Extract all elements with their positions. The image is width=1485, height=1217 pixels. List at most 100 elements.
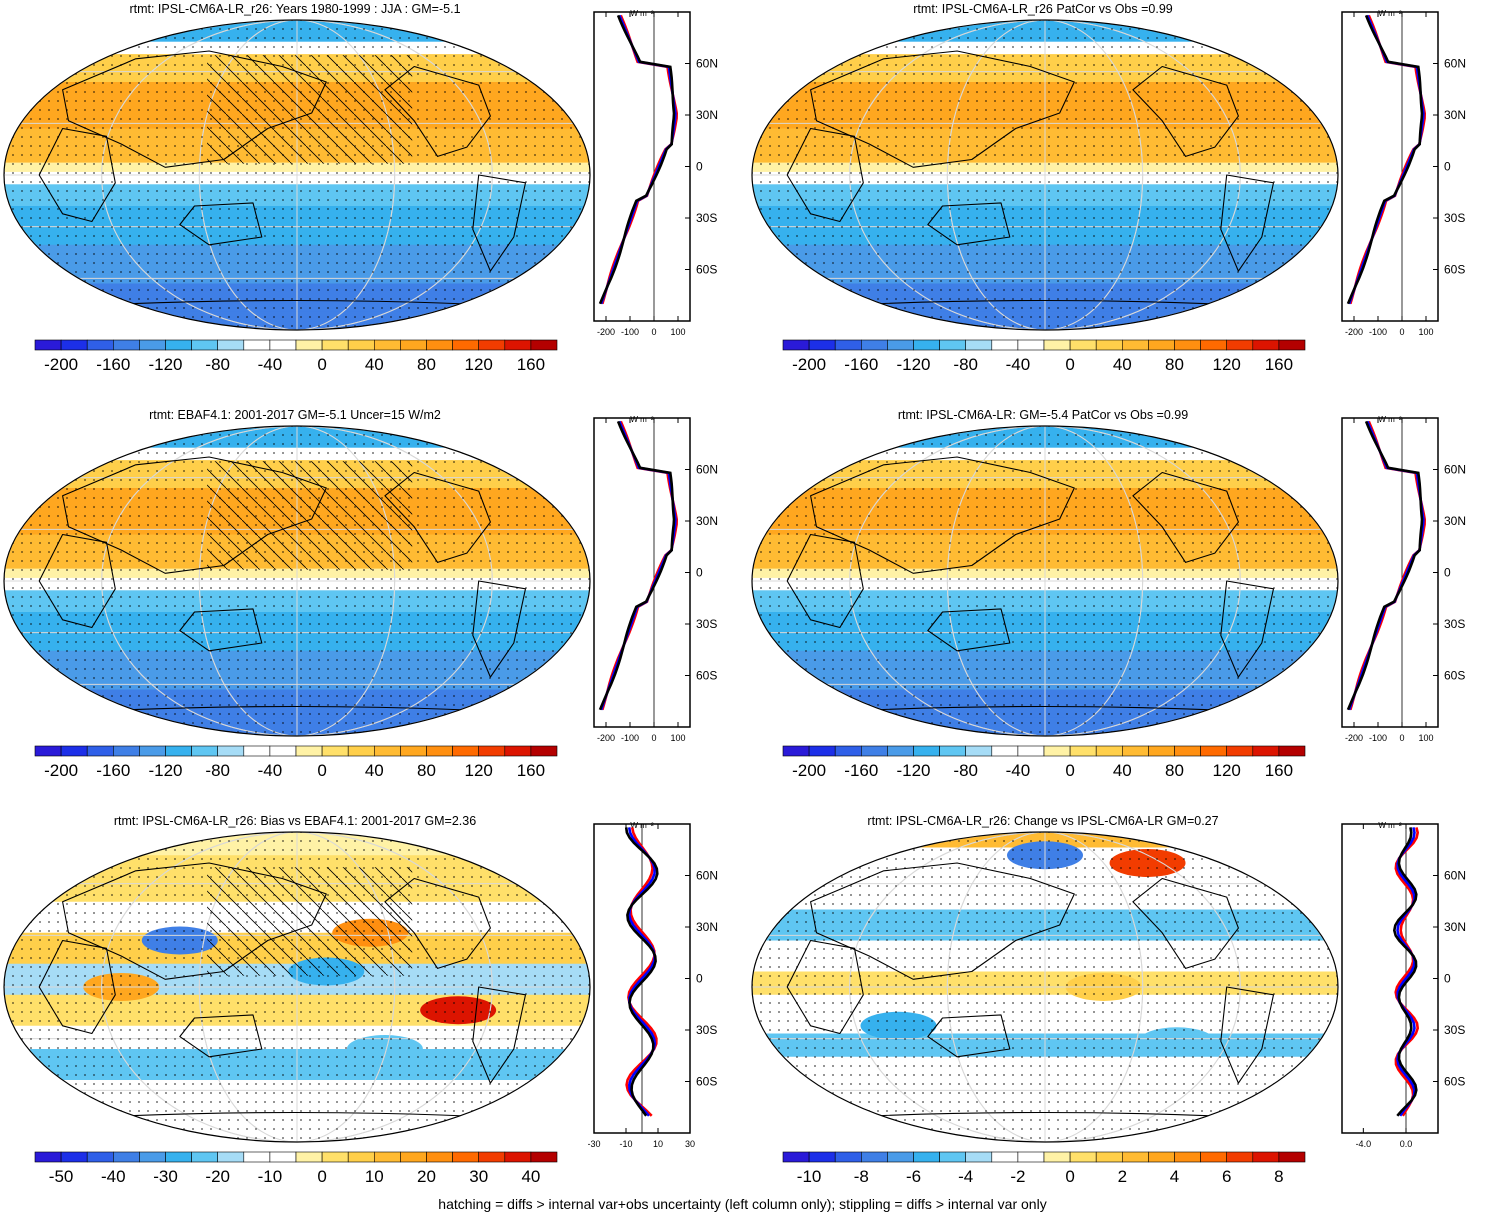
profile-line xyxy=(1346,420,1424,711)
colorbar-swatch xyxy=(139,339,166,351)
profile-unit: W m⁻² xyxy=(1378,821,1402,830)
hatching xyxy=(207,461,413,570)
lat-label: 30N xyxy=(696,514,718,528)
colorbar-swatch xyxy=(530,339,558,351)
colorbar-label: 0 xyxy=(1065,355,1074,374)
colorbar-label: 0 xyxy=(317,1167,326,1186)
colorbar-label: -120 xyxy=(148,355,182,374)
profile-unit: W m⁻² xyxy=(630,9,654,18)
colorbar-label: 80 xyxy=(417,355,436,374)
colorbar-label: 160 xyxy=(1265,761,1293,780)
colorbar-swatch xyxy=(939,1151,967,1163)
panel-title: rtmt: IPSL-CM6A-LR_r26: Change vs IPSL-C… xyxy=(867,814,1219,828)
colorbar-swatch xyxy=(295,1151,323,1163)
lat-label: 30N xyxy=(696,920,718,934)
lat-label: 30S xyxy=(1444,211,1465,225)
colorbar-swatch xyxy=(1200,745,1228,757)
colorbar-swatch xyxy=(1174,1151,1201,1163)
colorbar-label: -200 xyxy=(44,761,78,780)
colorbar-label: -20 xyxy=(205,1167,230,1186)
colorbar-swatch xyxy=(1278,1151,1306,1163)
colorbar-swatch xyxy=(991,745,1019,757)
colorbar-swatch xyxy=(400,745,427,757)
colorbar-swatch xyxy=(991,339,1019,351)
colorbar-swatch xyxy=(165,339,192,351)
colorbar-label: -160 xyxy=(96,355,130,374)
figure-footnote: hatching = diffs > internal var+obs unce… xyxy=(438,1196,1047,1212)
lat-label: 60N xyxy=(696,463,718,477)
profile-xtick: 0 xyxy=(1399,733,1404,743)
colorbar-swatch xyxy=(34,1151,62,1163)
lat-label: 0 xyxy=(696,566,703,580)
colorbar-swatch xyxy=(1226,1151,1254,1163)
colorbar-swatch xyxy=(478,339,506,351)
colorbar-swatch xyxy=(295,745,323,757)
colorbar-swatch xyxy=(1148,339,1175,351)
panel-1: rtmt: IPSL-CM6A-LR_r26: Years 1980-1999 … xyxy=(0,0,742,405)
colorbar-swatch xyxy=(1121,745,1149,757)
panel-4: rtmt: IPSL-CM6A-LR: GM=-5.4 PatCor vs Ob… xyxy=(748,406,1485,811)
colorbar-swatch xyxy=(1069,339,1097,351)
profile-line xyxy=(1346,14,1424,305)
profile-xtick: -100 xyxy=(1369,327,1387,337)
colorbar: -200-160-120-80-4004080120160200 xyxy=(34,745,558,780)
colorbar-label: 4 xyxy=(1170,1167,1179,1186)
colorbar-swatch xyxy=(373,339,401,351)
colorbar-swatch xyxy=(347,745,375,757)
profile-line xyxy=(1394,827,1420,1117)
profile-unit: W m⁻² xyxy=(1378,9,1402,18)
colorbar-swatch xyxy=(373,1151,401,1163)
profile-xtick: -200 xyxy=(1345,733,1363,743)
colorbar-label: 0 xyxy=(317,355,326,374)
colorbar-label: 40 xyxy=(1113,761,1132,780)
colorbar-swatch xyxy=(113,339,140,351)
colorbar-label: -80 xyxy=(953,355,978,374)
colorbar-swatch xyxy=(113,1151,140,1163)
colorbar-swatch xyxy=(834,1151,862,1163)
lat-label: 30S xyxy=(696,211,717,225)
colorbar-label: -160 xyxy=(844,355,878,374)
colorbar-swatch xyxy=(60,1151,88,1163)
colorbar-label: 10 xyxy=(365,1167,384,1186)
lat-label: 60N xyxy=(696,57,718,71)
colorbar-swatch xyxy=(1095,745,1123,757)
lat-label: 30S xyxy=(1444,1023,1465,1037)
colorbar-swatch xyxy=(1200,339,1228,351)
colorbar-swatch xyxy=(400,1151,427,1163)
colorbar-swatch xyxy=(321,1151,349,1163)
world-map xyxy=(3,19,591,331)
colorbar: -10-8-6-4-20246810 xyxy=(782,1151,1306,1186)
colorbar-label: -40 xyxy=(101,1167,126,1186)
colorbar-label: -40 xyxy=(1006,761,1031,780)
colorbar-label: 160 xyxy=(1265,355,1293,374)
profile-xtick: 100 xyxy=(670,327,685,337)
lat-label: 60N xyxy=(1444,463,1466,477)
colorbar-swatch xyxy=(504,1151,532,1163)
colorbar-swatch xyxy=(1095,339,1123,351)
profile-xtick: -200 xyxy=(597,327,615,337)
hatching xyxy=(207,55,413,164)
colorbar-swatch xyxy=(165,745,192,757)
colorbar: -200-160-120-80-4004080120160200 xyxy=(782,339,1306,374)
colorbar-swatch xyxy=(939,339,967,351)
colorbar-label: -200 xyxy=(792,761,826,780)
colorbar-swatch xyxy=(887,745,914,757)
colorbar-swatch xyxy=(1200,1151,1228,1163)
colorbar-label: 30 xyxy=(469,1167,488,1186)
colorbar-swatch xyxy=(295,339,323,351)
colorbar-swatch xyxy=(478,1151,506,1163)
profile-xtick: 0 xyxy=(1399,327,1404,337)
colorbar-swatch xyxy=(887,1151,914,1163)
profile-xtick: 0.0 xyxy=(1400,1139,1413,1149)
colorbar-swatch xyxy=(269,1151,297,1163)
colorbar-label: 120 xyxy=(465,355,493,374)
colorbar-swatch xyxy=(217,1151,245,1163)
colorbar: -200-160-120-80-4004080120160200 xyxy=(782,745,1306,780)
colorbar-swatch xyxy=(1174,745,1201,757)
lat-label: 60S xyxy=(696,263,717,277)
colorbar-label: 160 xyxy=(517,761,545,780)
lat-label: 60S xyxy=(1444,669,1465,683)
profile-line xyxy=(598,420,676,711)
colorbar-swatch xyxy=(34,745,62,757)
lat-label: 30N xyxy=(1444,108,1466,122)
